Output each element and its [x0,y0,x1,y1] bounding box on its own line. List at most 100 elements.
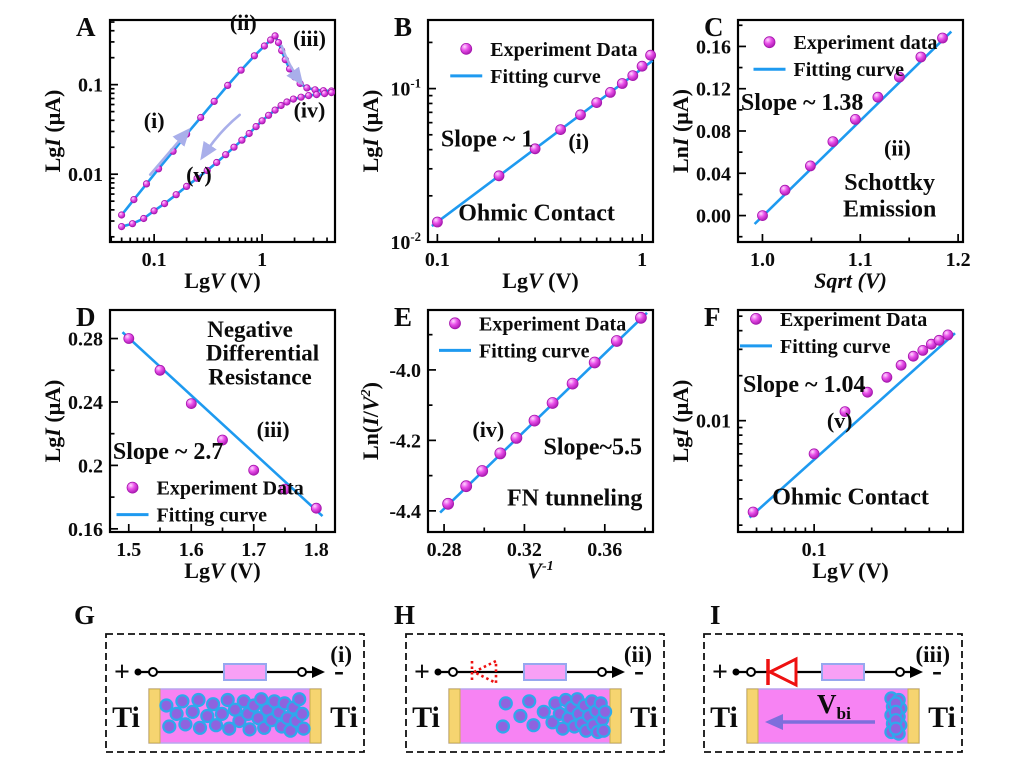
panel-I-container: I (iii) + - Vbi Ti Ti [698,598,1009,769]
y-axis-title: LgI (μA) [40,380,65,463]
legend-label: Experiment Data [157,478,304,500]
polarity-plus: + [712,657,728,688]
diode-dotted-icon [471,658,498,686]
diode-solid-icon [766,656,798,688]
axis-ticks [110,337,318,532]
x-tick-label: 1.6 [179,539,204,561]
annotation: (i) [144,108,165,133]
annotation: Slope ~ 1.04 [743,372,866,398]
annotation: Ohmic Contact [772,484,929,510]
sweep-direction-arrow-icon [200,113,241,161]
electrode-right [907,688,920,744]
axis-ticks [428,41,643,243]
y-tick-label: 0.01 [696,411,731,433]
annotation: Slope ~ 1.38 [741,90,864,116]
axis-ticks [738,24,959,242]
ion-dot-icon [192,720,208,735]
schematic-G: G (i) + - Ti Ti [74,600,365,753]
panel-H-container: H (ii) + - Ti Ti [390,598,702,769]
ion-dot-icon [220,692,235,708]
fit-line [439,311,648,514]
annotation: Negative [207,317,293,342]
y-tick-label: 0.04 [696,163,731,185]
switch-node-icon [448,667,458,677]
panel-G-container: G (i) + - Ti Ti [60,598,372,769]
y-tick-label: 10-1 [390,77,421,101]
ion-dot-icon [242,722,257,737]
panel-letter-A: A [76,12,96,42]
legend-label: Experiment Data [490,39,637,61]
ion-dot-icon [498,696,513,711]
x-axis-title: LgV (V) [184,558,260,583]
data-series [442,311,647,510]
y-axis-title: LgI (μA) [358,90,383,173]
panel-D-container: D 1.5 1.6 1.7 1.8 0.16 0.2 0.24 0.28 LgV (V) LgI (… [40,300,375,590]
polarity-minus: - [932,654,942,687]
x-tick-label: 1 [637,249,647,271]
polarity-minus: - [634,654,644,687]
chart-B: B 0.1 1 10-1 10-2 LgV (V) LgI (μA) Slope ~ 1 (i)… [358,12,657,293]
annotation: Emission [843,197,936,223]
legend-label: Experiment Data [780,309,927,331]
ion-dot-icon [159,698,174,713]
region-tag-label: (ii) [624,642,652,667]
annotation: (iv) [472,417,504,442]
chart-C: C 1.0 1.1 1.2 0.00 0.04 0.08 0.12 0.16 Sqrt (V) Ln… [668,12,971,293]
annotation: Slope ~ 1 [441,126,534,152]
y-axis-title: LgI (μA) [668,380,693,463]
schematic-H: H (ii) + - Ti Ti [394,600,665,753]
ion-dot-icon [162,719,177,734]
current-arrow-icon [910,666,923,678]
data-series [747,329,954,518]
legend-label: Fitting curve [794,59,905,81]
ion-dot-icon [495,719,511,734]
ion-dot-icon [292,692,307,707]
electrode-left [746,688,759,744]
electrode-left [148,688,161,744]
legend-marker-icon [449,317,461,330]
x-tick-label: 1.8 [304,539,329,561]
legend-label: Experiment data [794,32,938,54]
annotation: (iii) [257,417,290,442]
electrode-right [309,688,322,744]
x-tick-label: 1.0 [750,249,775,271]
ion-dot-icon [295,706,310,722]
x-axis-title: Sqrt (V) [814,268,887,293]
y-tick-label: 0.01 [68,164,103,186]
y-tick-label: 0.2 [78,455,103,477]
bias-arrow-head-icon [765,714,783,730]
x-tick-label: 1.1 [848,249,873,271]
data-series [757,32,948,222]
region-tag-label: (i) [330,642,352,667]
legend-label: Fitting curve [780,336,891,358]
terminal-dot-icon [134,668,142,676]
ion-dot-icon [185,704,200,719]
resistor-icon [223,663,267,681]
switch-node-icon [895,667,905,677]
current-arrow-icon [612,666,625,678]
y-axis-title: LnI (μA) [668,89,693,173]
data-series [432,49,657,228]
ion-dot-icon [513,708,528,724]
x-tick-label: 1.2 [946,249,971,271]
panel-letter-F: F [704,302,721,332]
resistor-icon [821,663,865,681]
panel-letter-G: G [74,600,95,630]
switch-node-icon [297,667,307,677]
ion-dot-icon [200,708,215,724]
ti-label-right: Ti [330,701,358,734]
ion-dot-icon [296,721,311,736]
ti-label-left: Ti [710,701,738,734]
y-tick-label: -4.2 [389,430,421,452]
axis-ticks [738,315,949,532]
y-tick-label: -4.0 [389,360,421,382]
panel-letter-I: I [710,600,721,630]
switch-node-icon [746,667,756,677]
resistor-icon [523,663,567,681]
annotation: Slope ~ 2.7 [113,439,224,465]
schematic-box [405,633,665,753]
ion-dots [884,691,908,741]
annotation: FN tunneling [507,486,642,512]
ion-dot-icon [522,694,537,709]
